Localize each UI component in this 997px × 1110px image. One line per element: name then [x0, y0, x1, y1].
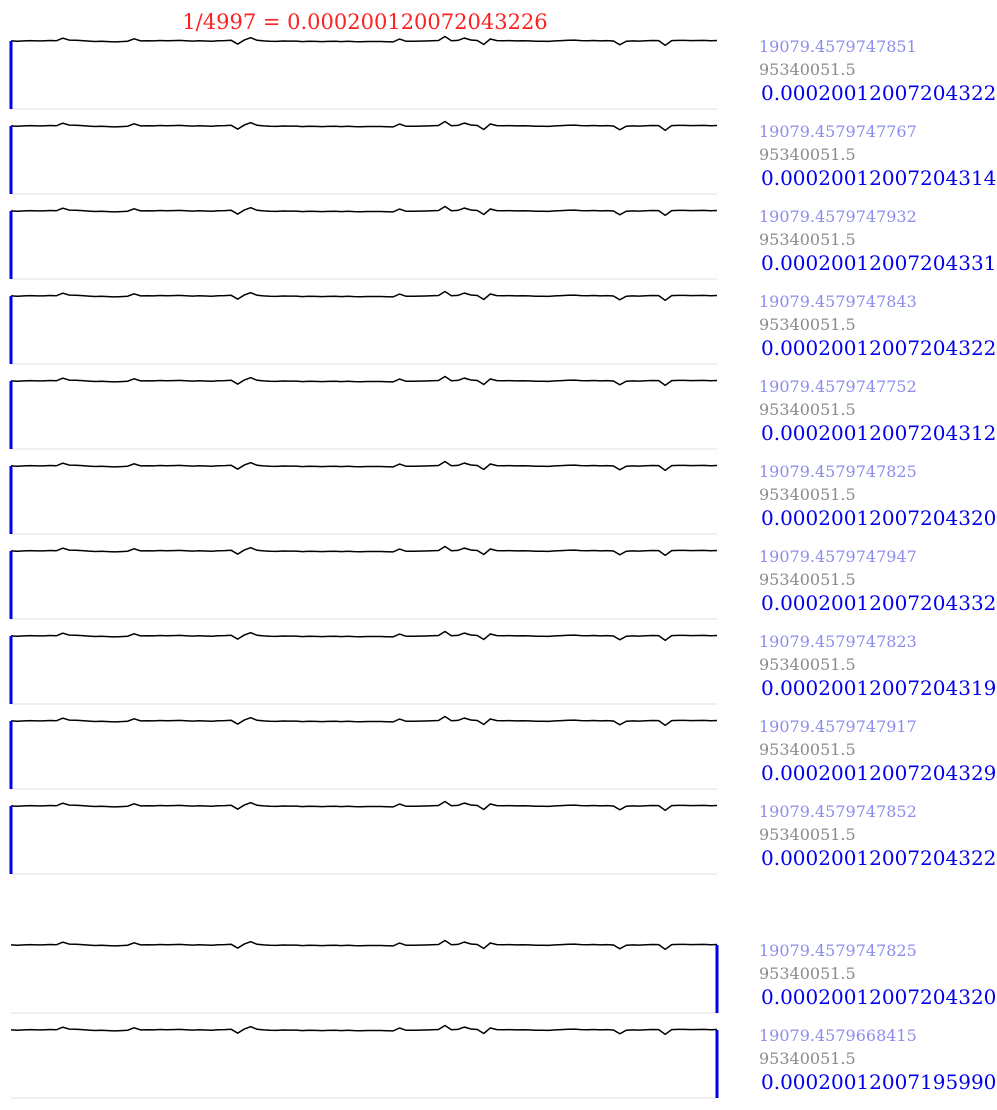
series-line [10, 545, 718, 557]
panel-value-c: 0.000200120072043125 [761, 421, 997, 445]
panel-value-c: 0.000200120072043201 [761, 506, 997, 530]
panel-value-b: 95340051.5 [759, 315, 856, 334]
panel-value-a: 19079.4579747767 [759, 122, 917, 141]
panel-2: 19079.4579747767 95340051.5 0.000200120072… [9, 120, 997, 195]
panel-value-b: 95340051.5 [759, 825, 856, 844]
panel-value-c: 0.000200120072043141 [761, 166, 997, 190]
panel-value-a: 19079.4579747843 [759, 292, 917, 311]
panel-value-a: 19079.4579747825 [759, 941, 917, 960]
panel-value-a: 19079.4579747917 [759, 717, 917, 736]
panel-value-a: 19079.4579668415 [759, 1026, 917, 1045]
panel-value-b: 95340051.5 [759, 740, 856, 759]
panel-value-a: 19079.4579747852 [759, 802, 917, 821]
panel-value-b: 95340051.5 [759, 1049, 856, 1068]
panel-value-b: 95340051.5 [759, 230, 856, 249]
panel-value-c: 0.000200120072043199 [761, 676, 997, 700]
panel-12: 19079.4579668415 95340051.5 0.000200120071… [10, 1024, 997, 1099]
panel-value-c: 0.000200120072043228 [761, 81, 997, 105]
panel-value-a: 19079.4579747947 [759, 547, 917, 566]
panel-value-c: 0.000200120072043314 [761, 251, 997, 275]
series-line [10, 939, 718, 951]
series-line [10, 120, 718, 132]
panel-value-b: 95340051.5 [759, 400, 856, 419]
panel-value-c: 0.000200120072043229 [761, 846, 997, 870]
panel-1: 19079.4579747851 95340051.5 0.000200120072… [9, 35, 997, 110]
panel-7: 19079.4579747947 95340051.5 0.000200120072… [9, 545, 997, 620]
panel-3: 19079.4579747932 95340051.5 0.000200120072… [9, 205, 997, 280]
panel-value-b: 95340051.5 [759, 964, 856, 983]
series-line [10, 460, 718, 472]
panel-value-b: 95340051.5 [759, 570, 856, 589]
panel-value-c: 0.000200120072043298 [761, 761, 997, 785]
panels-group: 19079.4579747851 95340051.5 0.000200120072… [9, 35, 997, 1099]
series-line [10, 375, 718, 387]
panel-value-a: 19079.4579747851 [759, 37, 917, 56]
panel-value-a: 19079.4579747825 [759, 462, 917, 481]
series-line [10, 205, 718, 217]
chart-title: 1/4997 = 0.000200120072043226 [182, 10, 547, 34]
series-line [10, 715, 718, 727]
panel-value-c: 0.00020012007204322 [761, 336, 996, 360]
panel-value-c: 0.000200120071959909 [761, 1070, 997, 1094]
panel-value-a: 19079.4579747752 [759, 377, 917, 396]
panel-value-a: 19079.4579747823 [759, 632, 917, 651]
panel-value-b: 95340051.5 [759, 60, 856, 79]
panel-value-a: 19079.4579747932 [759, 207, 917, 226]
panel-value-b: 95340051.5 [759, 655, 856, 674]
panel-5: 19079.4579747752 95340051.5 0.000200120072… [9, 375, 997, 450]
panel-value-c: 0.000200120072043329 [761, 591, 997, 615]
panel-8: 19079.4579747823 95340051.5 0.000200120072… [9, 630, 997, 705]
series-line [10, 630, 718, 642]
panel-4: 19079.4579747843 95340051.5 0.000200120072… [9, 290, 996, 365]
panel-11: 19079.4579747825 95340051.5 0.000200120072… [10, 939, 997, 1014]
series-line [10, 1024, 718, 1036]
series-line [10, 800, 718, 812]
panel-10: 19079.4579747852 95340051.5 0.000200120072… [9, 800, 997, 875]
panel-value-b: 95340051.5 [759, 145, 856, 164]
panel-value-c: 0.000200120072043201 [761, 985, 997, 1009]
panel-value-b: 95340051.5 [759, 485, 856, 504]
panel-9: 19079.4579747917 95340051.5 0.000200120072… [9, 715, 997, 790]
series-line [10, 35, 718, 47]
panel-6: 19079.4579747825 95340051.5 0.000200120072… [9, 460, 997, 535]
series-line [10, 290, 718, 302]
